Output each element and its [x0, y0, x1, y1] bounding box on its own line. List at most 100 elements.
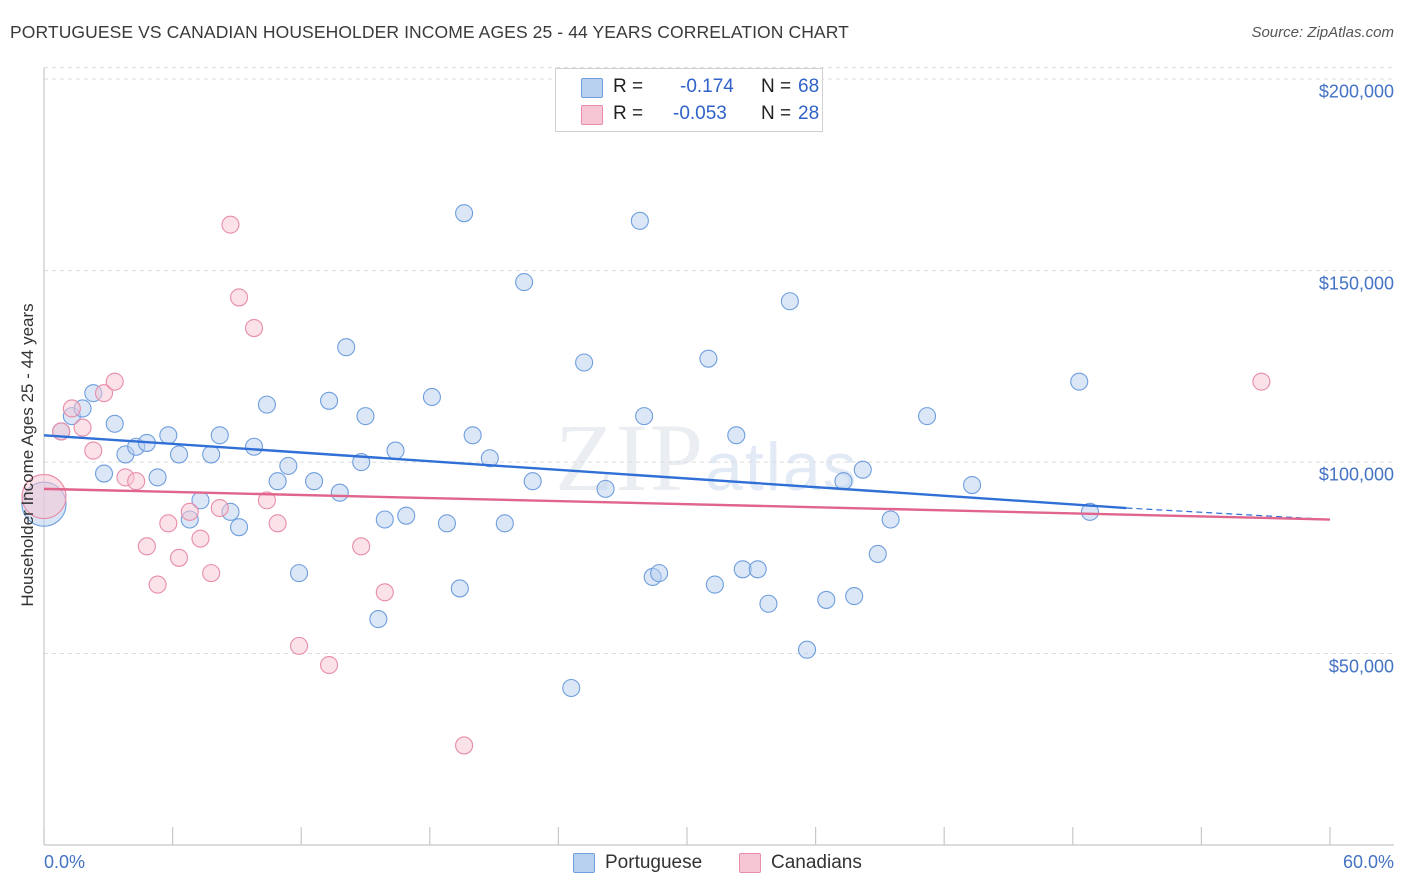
- data-point: [463, 426, 482, 445]
- data-point: [320, 655, 339, 675]
- data-point: [705, 575, 724, 594]
- data-point: [191, 529, 210, 548]
- y-tick-label: $50,000: [1328, 656, 1394, 677]
- data-point: [202, 564, 221, 583]
- y-tick-label: $100,000: [1318, 464, 1394, 485]
- data-point: [868, 544, 887, 564]
- data-point: [780, 292, 799, 311]
- data-point: [515, 273, 534, 292]
- data-point: [337, 338, 356, 357]
- data-point: [1252, 372, 1271, 391]
- legend-r-value: -0.053: [673, 103, 727, 124]
- data-point: [210, 498, 229, 518]
- data-point: [562, 678, 581, 698]
- data-point: [244, 437, 264, 456]
- data-point: [1080, 502, 1099, 521]
- data-point: [180, 502, 199, 521]
- trend-line-extension: [1126, 507, 1331, 521]
- data-point: [575, 353, 594, 372]
- axes: [43, 68, 1394, 846]
- data-point: [450, 579, 469, 598]
- data-point: [159, 514, 178, 533]
- y-tick-label: $150,000: [1318, 273, 1394, 294]
- data-point: [105, 414, 124, 433]
- legend-n-label: N =: [761, 103, 792, 124]
- grid-lines: [44, 67, 1394, 655]
- legend-r-value: -0.174: [680, 76, 734, 97]
- data-point: [748, 560, 767, 579]
- data-point: [229, 288, 249, 307]
- data-point: [290, 564, 309, 583]
- data-point: [834, 472, 853, 491]
- data-point: [918, 407, 937, 426]
- data-point: [21, 473, 67, 520]
- legend-n-label: N =: [761, 76, 792, 97]
- data-point: [210, 426, 229, 445]
- data-point: [495, 514, 514, 533]
- data-point: [290, 636, 309, 655]
- data-point: [727, 426, 746, 445]
- legend: R = -0.174 N = 68 R = -0.053 N = 28: [555, 68, 823, 132]
- data-point: [137, 537, 156, 556]
- data-point: [148, 468, 167, 487]
- data-point: [352, 537, 371, 556]
- x-tick-label-min: 0.0%: [44, 852, 86, 872]
- data-point: [244, 318, 264, 338]
- data-point: [320, 391, 339, 410]
- data-point: [221, 215, 240, 234]
- bottom-legend-label: Portuguese: [605, 852, 703, 873]
- data-point: [279, 456, 298, 475]
- data-point: [62, 399, 81, 418]
- data-point: [797, 640, 817, 659]
- legend-n-value: 68: [798, 76, 820, 97]
- data-point: [437, 514, 456, 533]
- x-tick-label-max: 60.0%: [1342, 852, 1394, 872]
- data-point: [480, 449, 499, 468]
- data-point: [369, 610, 388, 629]
- data-point: [202, 445, 221, 464]
- data-point: [268, 514, 287, 533]
- data-point: [963, 475, 982, 495]
- data-point: [596, 479, 615, 498]
- data-point: [94, 384, 114, 403]
- data-point: [375, 583, 394, 602]
- data-point: [455, 204, 474, 223]
- data-point: [759, 594, 778, 613]
- bottom-legend-label: Canadians: [771, 852, 862, 873]
- data-point: [635, 407, 654, 426]
- data-point: [356, 407, 375, 426]
- data-point: [881, 510, 900, 529]
- chart-title: PORTUGUESE VS CANADIAN HOUSEHOLDER INCOM…: [10, 22, 849, 42]
- data-point: [733, 560, 752, 579]
- data-point: [257, 491, 276, 510]
- data-point: [455, 736, 474, 755]
- watermark-zip: ZIP: [555, 404, 705, 511]
- bottom-legend-swatch-portuguese: [573, 853, 595, 873]
- data-point: [73, 418, 92, 437]
- data-point: [229, 518, 249, 537]
- source-label: Source: ZipAtlas.com: [1251, 24, 1394, 41]
- bottom-legend-swatch-canadians: [739, 853, 761, 873]
- data-point: [127, 472, 146, 491]
- data-point: [699, 349, 718, 368]
- y-tick-label: $200,000: [1318, 81, 1394, 102]
- y-axis-label: Householder Income Ages 25 - 44 years: [18, 303, 37, 607]
- data-point: [845, 587, 864, 606]
- data-point: [257, 395, 276, 414]
- data-point: [630, 211, 649, 230]
- legend-swatch-canadians: [581, 105, 603, 125]
- data-point: [268, 472, 287, 491]
- legend-swatch-portuguese: [581, 78, 603, 98]
- data-point: [817, 590, 836, 609]
- series-canadians: [21, 215, 1271, 755]
- data-point: [397, 506, 416, 525]
- data-point: [84, 441, 103, 460]
- data-point: [169, 445, 189, 464]
- data-point: [375, 510, 394, 529]
- data-point: [169, 548, 189, 567]
- data-point: [853, 460, 872, 479]
- data-point: [1070, 372, 1089, 391]
- legend-r-label: R =: [613, 103, 644, 124]
- data-point: [523, 472, 542, 491]
